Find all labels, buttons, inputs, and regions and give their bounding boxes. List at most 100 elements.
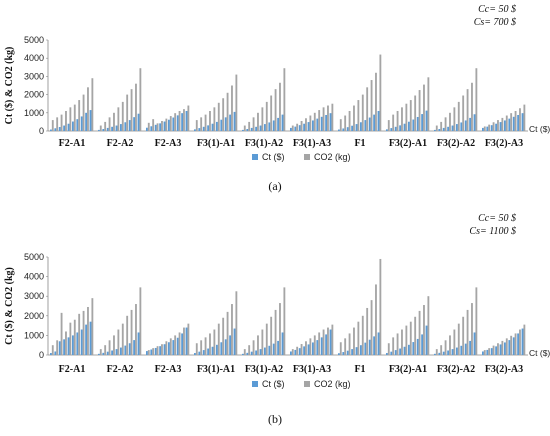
bar-ct	[517, 333, 520, 355]
bar-co2	[318, 332, 321, 355]
bar-co2	[523, 324, 526, 355]
bar-co2	[291, 125, 294, 131]
bar-ct	[442, 351, 445, 355]
bar-co2	[195, 120, 198, 131]
bar-co2	[339, 342, 342, 355]
bar-ct	[368, 117, 371, 131]
bar-co2	[183, 109, 185, 131]
bar-ct	[499, 344, 502, 355]
bar-co2	[331, 324, 334, 355]
y-tick-label: 3000	[24, 71, 44, 81]
bar-co2	[444, 340, 447, 355]
bar-co2	[169, 338, 172, 355]
bar-ct	[373, 336, 376, 355]
bar-ct	[469, 117, 472, 131]
bar-ct	[220, 342, 223, 355]
bar-co2	[440, 345, 443, 355]
bar-co2	[510, 335, 513, 355]
bar-co2	[126, 94, 129, 131]
bar-co2	[187, 323, 190, 355]
bar-ct	[338, 353, 340, 355]
bar-co2	[156, 346, 159, 355]
bar-co2	[65, 331, 67, 355]
bar-ct	[67, 123, 70, 131]
bar-ct	[303, 123, 306, 131]
bar-ct	[242, 129, 244, 131]
y-tick-label: 0	[39, 350, 44, 360]
bar-ct	[399, 348, 402, 355]
bar-ct	[181, 333, 184, 355]
bar-ct	[377, 332, 380, 355]
bar-co2	[213, 107, 216, 131]
bar-co2	[423, 305, 425, 355]
bar-ct	[412, 119, 415, 131]
bar-ct	[211, 123, 214, 131]
bar-ct	[220, 119, 223, 131]
bar-co2	[91, 78, 94, 131]
bar-ct	[137, 113, 140, 131]
bar-ct	[106, 127, 109, 131]
bar-co2	[348, 333, 351, 355]
bar-ct	[216, 344, 218, 355]
bar-ct	[202, 126, 205, 131]
bar-ct	[425, 325, 428, 355]
bar-co2	[91, 298, 94, 355]
bar-ct	[490, 348, 493, 355]
bar-ct	[456, 124, 458, 131]
legend-label-co2: CO2 (kg)	[314, 152, 351, 162]
bar-co2	[327, 105, 329, 131]
x-category-label: F3(2)-A3	[485, 364, 523, 375]
bar-ct	[76, 119, 79, 131]
bar-ct	[255, 350, 258, 355]
bar-ct	[390, 128, 393, 131]
bar-co2	[396, 110, 399, 131]
bar-co2	[348, 110, 351, 131]
bar-ct	[438, 352, 441, 355]
bar-ct	[482, 351, 484, 355]
bar-ct	[521, 328, 524, 355]
bar-co2	[152, 348, 155, 355]
bar-ct	[320, 337, 323, 355]
bar-ct	[316, 340, 319, 355]
bar-co2	[492, 345, 495, 355]
bar-ct	[325, 334, 328, 355]
bar-ct	[246, 128, 249, 131]
bar-ct	[194, 353, 196, 355]
bar-co2	[418, 90, 421, 131]
bar-ct	[229, 335, 232, 355]
x-category-label: F2-A3	[155, 138, 182, 149]
x-category-label: F3(1)-A3	[293, 364, 331, 375]
bar-ct	[54, 128, 57, 131]
bar-co2	[305, 118, 307, 131]
bar-co2	[427, 77, 430, 131]
bar-co2	[178, 110, 181, 131]
bar-co2	[471, 303, 473, 355]
bar-ct	[198, 128, 201, 131]
bar-co2	[449, 335, 451, 355]
bar-ct	[512, 337, 515, 355]
bar-ct	[133, 117, 136, 131]
legend-label-co2: CO2 (kg)	[314, 379, 351, 389]
x-category-label: F2-A2	[107, 138, 134, 149]
bar-co2	[440, 121, 443, 131]
bar-ct	[163, 121, 166, 131]
bar-co2	[243, 125, 246, 131]
bar-co2	[370, 80, 373, 131]
bar-co2	[466, 309, 469, 355]
bar-co2	[423, 84, 425, 131]
x-category-label: F3(1)-A2	[245, 138, 283, 149]
bar-co2	[366, 87, 369, 131]
bar-co2	[108, 117, 111, 131]
bar-ct	[50, 129, 52, 131]
panel-caption: (b)	[268, 412, 282, 426]
bar-ct	[211, 346, 214, 355]
bar-co2	[296, 346, 299, 355]
bar-co2	[274, 309, 277, 355]
bar-ct	[58, 126, 61, 131]
bar-ct	[268, 122, 271, 131]
bar-ct	[490, 125, 493, 131]
bar-co2	[357, 321, 360, 355]
bar-ct	[133, 340, 136, 355]
x-category-label: F2-A3	[155, 364, 182, 375]
